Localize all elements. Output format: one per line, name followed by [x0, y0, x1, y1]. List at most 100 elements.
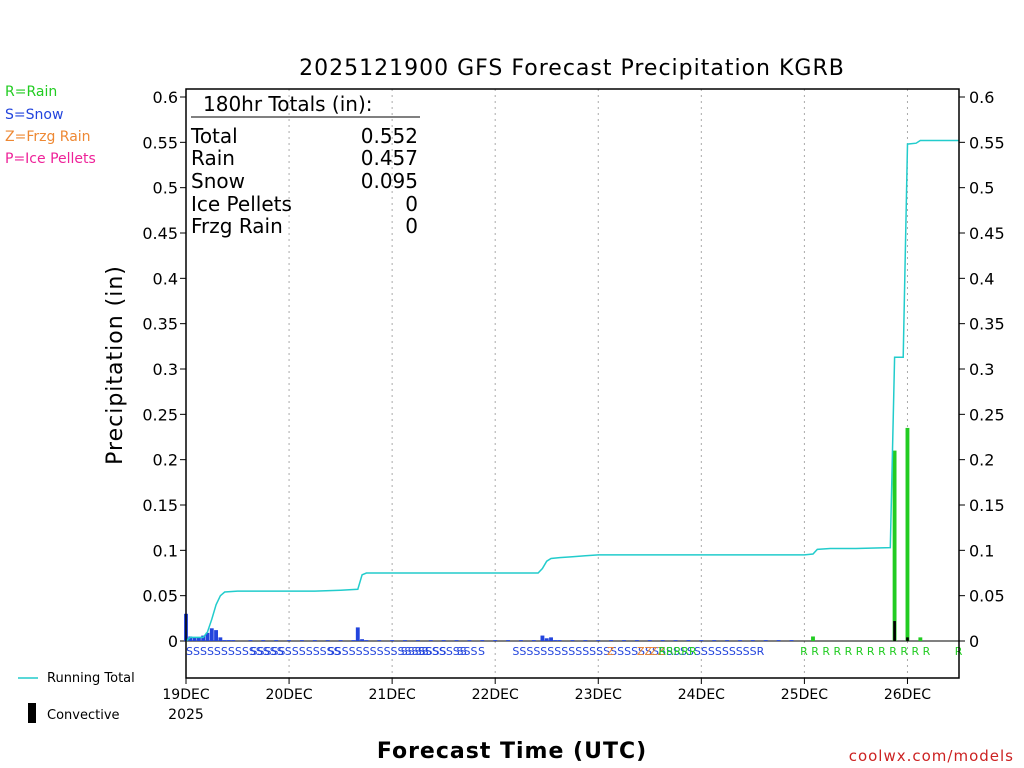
- y-tick-label-right: 0.6: [969, 88, 994, 107]
- bar-snow: [622, 640, 626, 641]
- y-tick-label: 0.25: [142, 405, 178, 424]
- totals-label-total: Total: [190, 124, 238, 148]
- x-tick-label: 23DEC: [575, 687, 622, 703]
- y-tick-label-right: 0.05: [969, 587, 1005, 606]
- bar-snow: [454, 640, 459, 641]
- bar-snow: [553, 640, 558, 641]
- bar-rain: [918, 637, 923, 641]
- bar-snow: [214, 630, 218, 641]
- y-tick-label-right: 0.25: [969, 405, 1005, 424]
- bar-snow: [248, 640, 253, 641]
- bar-snow: [570, 640, 575, 641]
- y-tick-label: 0.5: [153, 179, 178, 198]
- bar-snow: [192, 637, 197, 641]
- bar-snow: [712, 640, 717, 641]
- bar-snow: [776, 640, 781, 641]
- y-tick-label: 0.1: [153, 541, 178, 560]
- bar-snow: [549, 637, 553, 641]
- bar-snow: [506, 640, 511, 641]
- bottom-legend: Running Total Convective: [18, 671, 135, 723]
- totals-label-frzg-rain: Frzg Rain: [191, 214, 283, 238]
- y-tick-label-right: 0.45: [969, 224, 1005, 243]
- y-tick-label-right: 0.4: [969, 269, 994, 288]
- bar-snow: [789, 640, 794, 641]
- bar-snow: [188, 636, 193, 641]
- precip-type-legend: R=Rain S=Snow Z=Frzg Rain P=Ice Pellets: [5, 84, 96, 167]
- totals-heading: 180hr Totals (in):: [203, 92, 373, 116]
- running-total-line: [185, 139, 959, 642]
- precip-type-glyph: SSSSS: [250, 645, 285, 658]
- precip-type-glyph: ZZ: [650, 645, 666, 658]
- precip-type-glyph: R R R R R R R R R R R R: [800, 645, 931, 658]
- legend-freezing-rain: Z=Frzg Rain: [5, 129, 91, 145]
- bar-snow: [467, 640, 472, 641]
- bar-rain: [905, 427, 910, 641]
- watermark: coolwx.com/models: [849, 747, 1014, 765]
- bar-snow: [325, 640, 330, 641]
- bar-snow: [364, 640, 369, 641]
- x-tick-label: 21DEC: [369, 687, 416, 703]
- precip-type-glyph: SSSSSSSS: [285, 645, 341, 658]
- bar-snow: [544, 638, 549, 641]
- totals-label-rain: Rain: [191, 146, 235, 170]
- y-axis-right: 0 0.05 0.1 0.15 0.2 0.25 0.3 0.35 0.4 0.45 0.5 0.55…: [959, 88, 1005, 651]
- bar-snow: [531, 640, 536, 641]
- bar-snow: [351, 640, 356, 641]
- y-tick-label: 0.6: [153, 88, 178, 107]
- bar-snow: [699, 640, 704, 641]
- bar-snow: [261, 640, 266, 641]
- y-tick-label-right: 0.3: [969, 360, 994, 379]
- bar-snow: [660, 640, 665, 641]
- bar-rain: [892, 450, 897, 641]
- y-tick-label: 0.3: [153, 360, 178, 379]
- y-tick-label-right: 0.2: [969, 451, 994, 470]
- bar-snow: [403, 640, 407, 641]
- y-tick-label-right: 0.35: [969, 315, 1005, 334]
- plot-frame: [185, 88, 960, 679]
- precip-type-glyph: SSSS: [401, 645, 429, 658]
- precip-type-glyph: SSSSSSSSSSSSSS: [186, 645, 284, 658]
- bar-snow: [377, 640, 382, 641]
- chart-title: 2025121900 GFS Forecast Precipitation KG…: [299, 56, 845, 81]
- bar-snow: [312, 640, 317, 641]
- y-tick-label: 0.15: [142, 496, 178, 515]
- x-tick-label: 24DEC: [678, 687, 725, 703]
- totals-value-snow: 0.095: [361, 169, 418, 193]
- bar-snow: [360, 639, 365, 641]
- totals-value-total: 0.552: [361, 124, 418, 148]
- bar-snow: [287, 640, 291, 641]
- x-tick-label: 22DEC: [472, 687, 519, 703]
- bar-snow: [634, 640, 639, 641]
- y-tick-label: 0.2: [153, 451, 178, 470]
- bar-snow: [738, 640, 742, 641]
- precip-type-glyph: SSSSSSSSSSSSSSSSSSSSSSSSSSSSSSSS: [512, 645, 735, 658]
- bar-snow: [209, 628, 214, 641]
- totals-label-snow: Snow: [191, 169, 245, 193]
- y-tick-label: 0: [168, 632, 178, 651]
- precip-type-glyph: SSSSSSS: [418, 645, 467, 658]
- legend-rain: R=Rain: [5, 84, 57, 100]
- bar-snow: [428, 640, 433, 641]
- y-tick-label: 0.05: [142, 587, 178, 606]
- precip-type-glyph: Z: [607, 645, 615, 658]
- precip-type-glyph: ZZ: [637, 645, 653, 658]
- bar-rain: [811, 636, 815, 641]
- bar-snow: [441, 640, 446, 641]
- legend-convective: Convective: [47, 708, 120, 723]
- y-tick-label-right: 0.55: [969, 133, 1005, 152]
- y-axis-left: 0 0.05 0.1 0.15 0.2 0.25 0.3 0.35 0.4 0.45 0.5 0.55…: [142, 88, 186, 651]
- y-tick-label-right: 0.5: [969, 179, 994, 198]
- convective-swatch: [28, 703, 36, 723]
- bar-snow: [355, 627, 360, 641]
- precip-type-glyph: SSSR: [736, 645, 765, 658]
- bar-snow: [725, 640, 730, 641]
- bar-snow: [390, 640, 395, 641]
- y-tick-label: 0.4: [153, 269, 178, 288]
- legend-snow: S=Snow: [5, 107, 63, 123]
- legend-running-total: Running Total: [47, 671, 135, 686]
- precip-type-glyph: RRRRR: [658, 645, 697, 658]
- bar-snow: [222, 640, 227, 641]
- bar-convective: [906, 637, 909, 641]
- legend-ice-pellets: P=Ice Pellets: [5, 151, 96, 167]
